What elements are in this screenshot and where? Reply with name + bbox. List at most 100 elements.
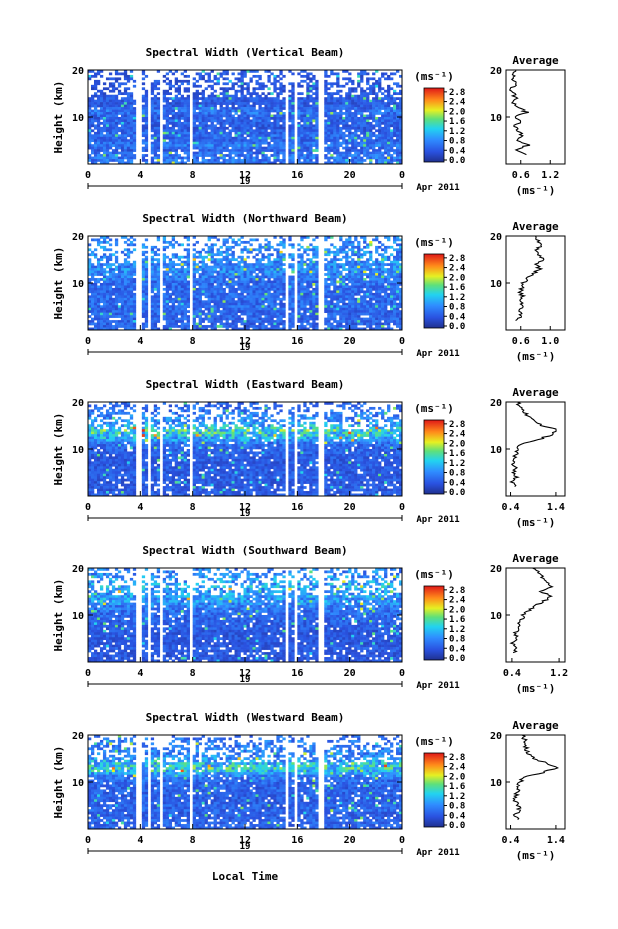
heatmap-cell bbox=[357, 107, 361, 110]
heatmap-cell bbox=[261, 302, 265, 306]
heatmap-cell bbox=[108, 290, 113, 294]
heatmap-cell bbox=[165, 151, 170, 155]
heatmap-cell bbox=[156, 107, 161, 110]
heatmap-cell bbox=[144, 250, 149, 254]
heatmap-cell bbox=[324, 156, 328, 160]
heatmap-cell bbox=[105, 270, 110, 274]
heatmap-cell bbox=[156, 129, 161, 133]
heatmap-cell bbox=[312, 124, 316, 128]
heatmap-cell bbox=[93, 139, 98, 143]
heatmap-cell bbox=[336, 248, 340, 252]
heatmap-cell bbox=[372, 302, 376, 306]
heatmap-cell bbox=[345, 119, 349, 123]
heatmap-cell bbox=[393, 82, 397, 86]
heatmap-cell bbox=[351, 243, 355, 247]
heatmap-cell bbox=[93, 119, 98, 123]
heatmap-cell bbox=[204, 263, 208, 266]
heatmap-cell bbox=[231, 287, 235, 291]
heatmap-cell bbox=[99, 112, 104, 115]
heatmap-cell bbox=[210, 92, 214, 96]
heatmap-cell bbox=[93, 300, 98, 304]
heatmap-cell bbox=[354, 300, 358, 304]
heatmap-cell bbox=[363, 129, 367, 133]
heatmap-cell bbox=[225, 94, 229, 98]
heatmap-cell bbox=[171, 253, 176, 257]
heatmap-cell bbox=[201, 278, 205, 281]
heatmap-cell bbox=[399, 107, 403, 110]
colorbar-tick-label: 2.0 bbox=[449, 107, 465, 117]
heatmap-cell bbox=[324, 79, 328, 83]
heatmap-cell bbox=[237, 109, 241, 113]
heatmap-cell bbox=[186, 117, 190, 120]
heatmap-cell bbox=[246, 255, 250, 259]
heatmap-cell bbox=[114, 146, 119, 150]
heatmap-cell bbox=[126, 146, 131, 150]
heatmap-cell bbox=[255, 283, 259, 286]
heatmap-cell bbox=[219, 265, 223, 269]
heatmap-cell bbox=[279, 285, 283, 289]
heatmap-cell bbox=[201, 121, 205, 125]
heatmap-cell bbox=[90, 146, 95, 150]
heatmap-cell bbox=[252, 99, 256, 103]
heatmap-cell bbox=[282, 154, 286, 157]
heatmap-cell bbox=[330, 275, 334, 279]
heatmap-cell bbox=[384, 97, 388, 100]
heatmap-cell bbox=[96, 243, 101, 247]
heatmap-cell bbox=[396, 287, 400, 291]
heatmap-cell bbox=[108, 268, 113, 271]
heatmap-cell bbox=[111, 273, 116, 276]
heatmap-cell bbox=[165, 290, 170, 294]
heatmap-cell bbox=[363, 154, 367, 157]
heatmap-cell bbox=[378, 146, 382, 150]
heatmap-cell bbox=[327, 139, 331, 143]
heatmap-cell bbox=[249, 297, 253, 301]
heatmap-cell bbox=[180, 97, 184, 100]
heatmap-cell bbox=[291, 114, 295, 118]
heatmap-cell bbox=[201, 258, 205, 262]
heatmap-cell bbox=[312, 278, 316, 281]
heatmap-cell bbox=[88, 273, 92, 276]
heatmap-cell bbox=[213, 102, 217, 105]
heatmap-cell bbox=[93, 265, 98, 269]
heatmap-cell bbox=[225, 250, 229, 254]
heatmap-cell bbox=[195, 297, 199, 301]
heatmap-cell bbox=[246, 131, 250, 135]
heatmap-cell bbox=[333, 129, 337, 133]
heatmap-cell bbox=[258, 283, 262, 286]
heatmap-cell bbox=[258, 77, 262, 81]
heatmap-cell bbox=[279, 99, 283, 103]
heatmap-cell bbox=[327, 94, 331, 98]
heatmap-cell bbox=[123, 290, 128, 294]
heatmap-cell bbox=[375, 245, 379, 249]
heatmap-cell bbox=[279, 77, 283, 81]
heatmap-cell bbox=[369, 77, 373, 81]
heatmap-cell bbox=[129, 265, 134, 269]
heatmap-cell bbox=[234, 134, 238, 138]
heatmap-cell bbox=[201, 156, 205, 160]
heatmap-cell bbox=[357, 119, 361, 123]
heatmap-cell bbox=[267, 275, 271, 279]
heatmap-cell bbox=[207, 144, 211, 147]
heatmap-cell bbox=[291, 104, 295, 108]
heatmap-cell bbox=[345, 124, 349, 128]
heatmap-cell bbox=[114, 117, 119, 120]
heatmap-cell bbox=[120, 99, 125, 103]
heatmap-cell bbox=[150, 290, 155, 294]
heatmap-cell bbox=[222, 97, 226, 100]
heatmap-cell bbox=[105, 107, 110, 110]
heatmap-cell bbox=[88, 141, 92, 145]
heatmap-cell bbox=[327, 136, 331, 140]
heatmap-cell bbox=[360, 263, 364, 266]
heatmap-cell bbox=[228, 300, 232, 304]
heatmap-cell bbox=[243, 141, 247, 145]
heatmap-cell bbox=[153, 273, 158, 276]
heatmap-cell bbox=[153, 154, 158, 157]
heatmap-cell bbox=[360, 146, 364, 150]
heatmap-cell bbox=[108, 121, 113, 125]
heatmap-cell bbox=[129, 119, 134, 123]
heatmap-cell bbox=[327, 129, 331, 133]
heatmap-cell bbox=[291, 156, 295, 160]
heatmap-cell bbox=[330, 297, 334, 301]
heatmap-cell bbox=[348, 114, 352, 118]
heatmap-cell bbox=[123, 285, 128, 289]
